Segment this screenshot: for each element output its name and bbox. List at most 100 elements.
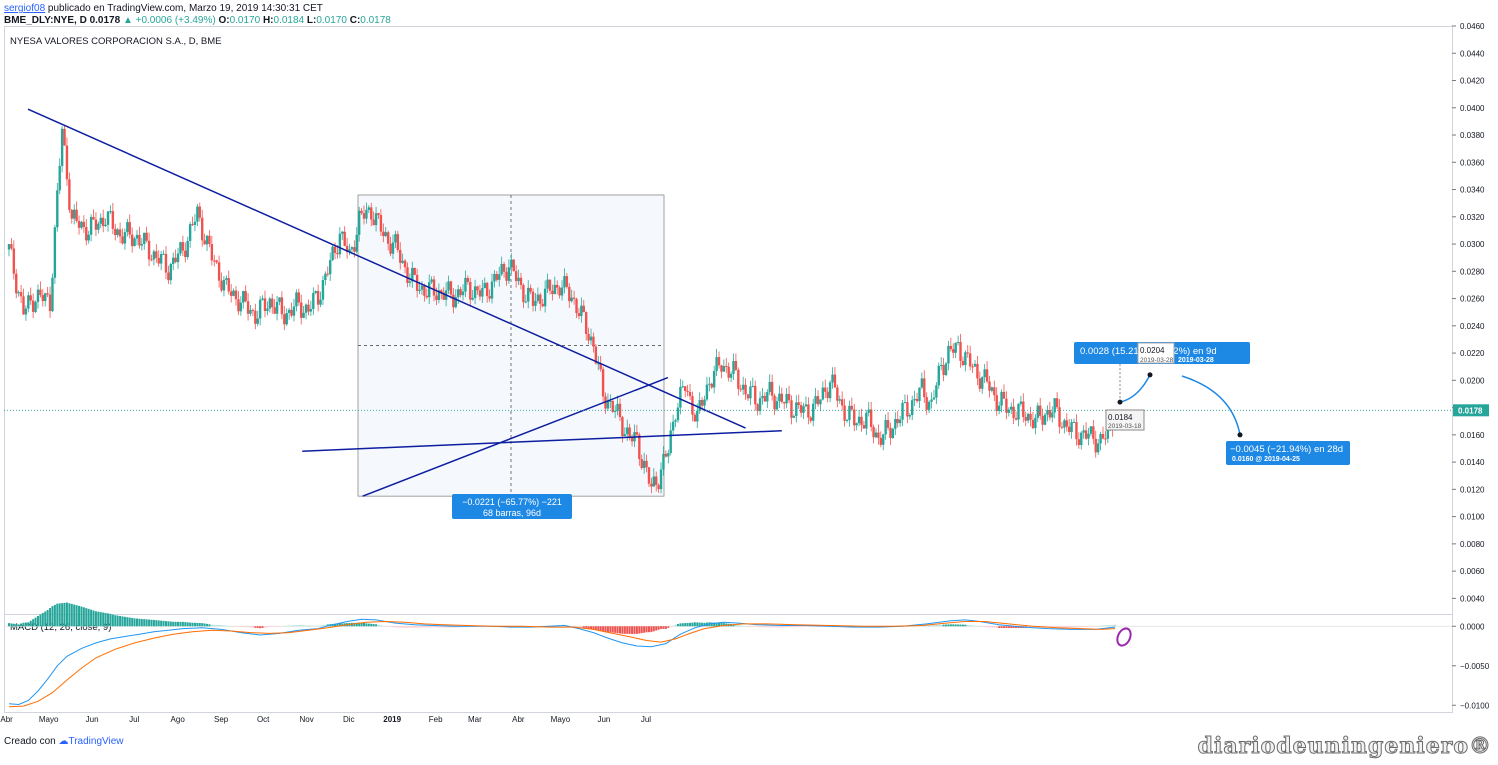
macd-histogram-bar bbox=[430, 626, 433, 628]
candle-body bbox=[874, 432, 878, 438]
macd-histogram-bar bbox=[797, 626, 800, 628]
macd-histogram-bar bbox=[1080, 626, 1083, 628]
candle-body bbox=[172, 257, 175, 264]
candle-body bbox=[280, 297, 284, 315]
macd-histogram-bar bbox=[41, 612, 44, 627]
macd-histogram-bar bbox=[942, 624, 945, 627]
candle-body bbox=[215, 260, 218, 263]
macd-histogram-bar bbox=[220, 625, 223, 627]
candle-body bbox=[1026, 413, 1030, 421]
macd-histogram-bar bbox=[652, 626, 655, 632]
macd-histogram-bar bbox=[321, 625, 324, 627]
candle-body bbox=[36, 289, 40, 302]
candle-body bbox=[715, 357, 718, 372]
open-label: O: bbox=[218, 15, 230, 26]
forecast2-label-box bbox=[1226, 441, 1350, 465]
candle-body bbox=[799, 404, 803, 413]
macd-histogram-bar bbox=[276, 626, 279, 627]
candle-body bbox=[824, 387, 827, 392]
price-axis[interactable]: 0.0460 0.0440 0.0420 0.0400 0.0380 0.0360 0.03… bbox=[1452, 22, 1490, 710]
price-tick-label: 0.0240 bbox=[1460, 322, 1485, 331]
candle-body bbox=[770, 381, 774, 396]
candle-body bbox=[655, 476, 658, 485]
macd-histogram-bar bbox=[988, 626, 991, 628]
macd-histogram-bar bbox=[387, 626, 390, 627]
author-link[interactable]: sergiof08 bbox=[4, 3, 46, 14]
tradingview-link[interactable]: TradingView bbox=[68, 736, 124, 747]
candle-body bbox=[879, 437, 883, 445]
candle-body bbox=[360, 210, 363, 214]
macd-histogram-bar bbox=[375, 624, 378, 627]
macd-line bbox=[8, 618, 1116, 706]
macd-histogram-bar bbox=[681, 623, 684, 627]
macd-histogram-bar bbox=[167, 621, 170, 627]
time-axis[interactable]: Abr Mayo Jun Jul Ago Sep Oct Nov Dic 2019 Feb Mar Ab… bbox=[0, 715, 651, 724]
candle-body bbox=[256, 318, 259, 324]
macd-histogram-bar bbox=[780, 626, 783, 628]
macd-histogram-bar bbox=[193, 622, 196, 627]
macd-histogram-bar bbox=[807, 626, 810, 627]
trendlines[interactable] bbox=[27, 108, 782, 497]
candle-body bbox=[249, 309, 252, 314]
candle-body bbox=[1022, 401, 1025, 417]
candle-body bbox=[92, 216, 95, 220]
candle-body bbox=[558, 287, 561, 296]
forecast-annotations[interactable]: 0.0028 (15.21% ) 11.62%) en 9d0.02042019… bbox=[1074, 342, 1350, 465]
candle-body bbox=[821, 387, 825, 400]
macd-histogram-bar bbox=[114, 615, 117, 627]
macd-histogram-bar bbox=[160, 620, 163, 627]
candle-body bbox=[355, 234, 358, 252]
candle-body bbox=[133, 238, 136, 247]
macd-histogram-bar bbox=[51, 606, 54, 627]
candle-body bbox=[229, 291, 233, 296]
candle-body bbox=[181, 242, 185, 251]
macd-histogram-bar bbox=[597, 626, 600, 631]
candle-body bbox=[304, 304, 308, 313]
macd-histogram-bar bbox=[363, 622, 366, 627]
candle-body bbox=[698, 399, 701, 411]
candle-body bbox=[920, 378, 924, 388]
candle-body bbox=[99, 217, 102, 224]
candle-body bbox=[691, 396, 694, 415]
candle-body bbox=[1046, 410, 1049, 415]
candle-body bbox=[258, 299, 262, 319]
candle-body bbox=[630, 437, 634, 442]
candle-body bbox=[254, 310, 257, 324]
candle-body bbox=[729, 373, 733, 378]
candle-body bbox=[684, 386, 687, 392]
forecast-date-box: 2019-03-28 bbox=[1178, 357, 1214, 364]
macd-histogram-bar bbox=[998, 626, 1001, 629]
macd-histogram-bar bbox=[582, 626, 585, 628]
candle-body bbox=[886, 420, 890, 428]
candle-body bbox=[1058, 407, 1061, 427]
candle-body bbox=[147, 240, 151, 260]
candle-body bbox=[589, 336, 593, 341]
candle-body bbox=[688, 391, 692, 397]
macd-histogram-bar bbox=[99, 612, 102, 627]
macd-histogram-bar bbox=[618, 626, 621, 634]
macd-histogram-bar bbox=[425, 626, 428, 628]
macd-histogram-bar bbox=[123, 616, 126, 627]
candle-body bbox=[476, 286, 479, 291]
candle-body bbox=[485, 282, 489, 297]
candle-body bbox=[802, 406, 805, 413]
candle-body bbox=[290, 309, 293, 316]
candle-body bbox=[89, 216, 93, 235]
candle-body bbox=[877, 432, 880, 438]
macd-histogram-bar bbox=[795, 626, 798, 628]
price-tick-label: 0.0060 bbox=[1460, 567, 1485, 576]
price-tick-label: 0.0160 bbox=[1460, 431, 1485, 440]
candle-body bbox=[162, 253, 165, 255]
macd-histogram-bar bbox=[155, 620, 158, 627]
forecast-target-point bbox=[1147, 372, 1153, 378]
candle-body bbox=[727, 366, 730, 378]
candle-body bbox=[483, 282, 486, 289]
candle-body bbox=[944, 363, 948, 376]
macd-histogram-bar bbox=[713, 622, 716, 627]
macd-histogram-bar bbox=[751, 626, 754, 627]
candle-body bbox=[623, 434, 627, 437]
macd-histogram-bar bbox=[341, 623, 344, 627]
price-tick-label: 0.0320 bbox=[1460, 213, 1485, 222]
